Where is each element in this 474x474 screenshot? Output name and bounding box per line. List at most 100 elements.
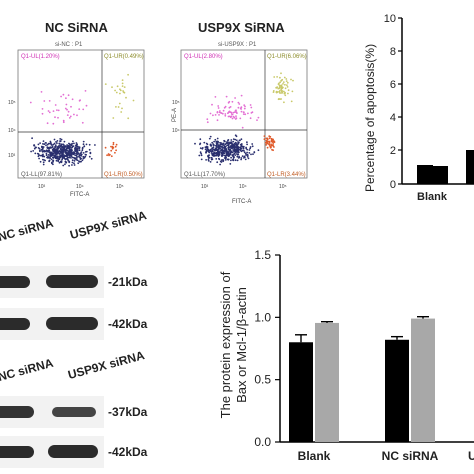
event-dot	[50, 161, 53, 164]
event-dot	[199, 143, 201, 146]
blot-bottom-lane-1: NC siRNA	[0, 355, 55, 384]
event-dot	[69, 149, 71, 152]
event-dot	[223, 139, 226, 142]
event-dot	[240, 106, 243, 109]
event-dot	[223, 154, 226, 157]
event-dot	[279, 76, 281, 79]
event-dot	[60, 144, 63, 147]
event-dot	[71, 145, 74, 148]
event-dot	[230, 156, 233, 159]
event-dot	[109, 153, 111, 156]
event-dot	[65, 97, 67, 100]
event-dot	[62, 93, 65, 96]
protein-bar	[385, 339, 409, 442]
event-dot	[41, 146, 43, 149]
event-dot	[58, 158, 61, 161]
event-dot	[55, 148, 58, 151]
event-dot	[220, 161, 223, 163]
event-dot	[215, 142, 218, 145]
event-dot	[115, 91, 118, 94]
event-dot	[114, 151, 116, 154]
event-dot	[212, 150, 214, 153]
event-dot	[225, 95, 228, 98]
event-dot	[66, 145, 69, 148]
event-dot	[59, 138, 62, 140]
event-dot	[38, 154, 40, 157]
event-dot	[272, 149, 274, 152]
event-dot	[231, 100, 234, 103]
event-dot	[84, 153, 87, 156]
event-dot	[228, 100, 231, 103]
event-dot	[268, 135, 271, 138]
event-dot	[132, 99, 135, 102]
event-dot	[235, 139, 238, 142]
event-dot	[68, 146, 70, 148]
event-dot	[54, 116, 56, 119]
event-dot	[251, 111, 254, 114]
event-dot	[292, 79, 294, 82]
event-dot	[29, 101, 32, 104]
flow-left-ur: Q1-UR(0.49%)	[104, 54, 144, 60]
blot-top-kda-1: -21kDa	[108, 275, 148, 289]
event-dot	[270, 144, 273, 147]
event-dot	[210, 150, 213, 153]
event-dot	[57, 160, 60, 163]
event-dot	[78, 149, 81, 152]
event-dot	[208, 154, 211, 157]
blot-top-kda-2: -42kDa	[108, 317, 148, 331]
event-dot	[52, 122, 55, 125]
event-dot	[39, 160, 42, 163]
event-dot	[121, 82, 124, 85]
event-dot	[222, 159, 224, 161]
event-dot	[116, 85, 119, 88]
event-dot	[205, 159, 208, 161]
event-dot	[279, 81, 281, 84]
event-dot	[240, 138, 243, 141]
event-dot	[209, 112, 212, 115]
blot-bottom-kda-2: -42kDa	[108, 445, 148, 459]
event-dot	[223, 152, 225, 155]
event-dot	[242, 145, 245, 148]
event-dot	[215, 158, 218, 160]
band	[0, 318, 30, 330]
event-dot	[224, 113, 227, 115]
event-dot	[57, 145, 59, 148]
apoptosis-bar-3	[466, 150, 474, 184]
event-dot	[94, 144, 96, 146]
event-dot	[74, 147, 77, 149]
event-dot	[75, 142, 78, 144]
event-dot	[68, 160, 71, 163]
event-dot	[232, 144, 234, 146]
event-dot	[52, 153, 55, 155]
event-dot	[241, 126, 244, 129]
event-dot	[205, 149, 208, 152]
event-dot	[70, 153, 72, 156]
event-dot	[59, 145, 62, 148]
event-dot	[88, 143, 91, 146]
event-dot	[268, 145, 271, 147]
event-dot	[199, 138, 202, 141]
event-dot	[286, 81, 289, 84]
event-dot	[222, 109, 225, 112]
event-dot	[229, 146, 232, 148]
event-dot	[45, 154, 48, 157]
flow-left-subtitle: si-NC : P1	[55, 42, 83, 48]
event-dot	[246, 155, 249, 158]
event-dot	[249, 117, 252, 120]
event-dot	[273, 146, 275, 148]
event-dot	[47, 110, 50, 112]
event-dot	[224, 114, 227, 117]
event-dot	[236, 159, 239, 162]
event-dot	[209, 135, 212, 138]
event-dot	[224, 105, 227, 108]
event-dot	[119, 92, 121, 95]
event-dot	[206, 146, 209, 149]
event-dot	[68, 156, 71, 159]
event-dot	[107, 153, 110, 155]
event-dot	[234, 159, 237, 162]
event-dot	[227, 139, 230, 141]
event-dot	[52, 110, 55, 112]
event-dot	[233, 142, 236, 145]
event-dot	[236, 112, 238, 114]
event-dot	[121, 85, 124, 87]
